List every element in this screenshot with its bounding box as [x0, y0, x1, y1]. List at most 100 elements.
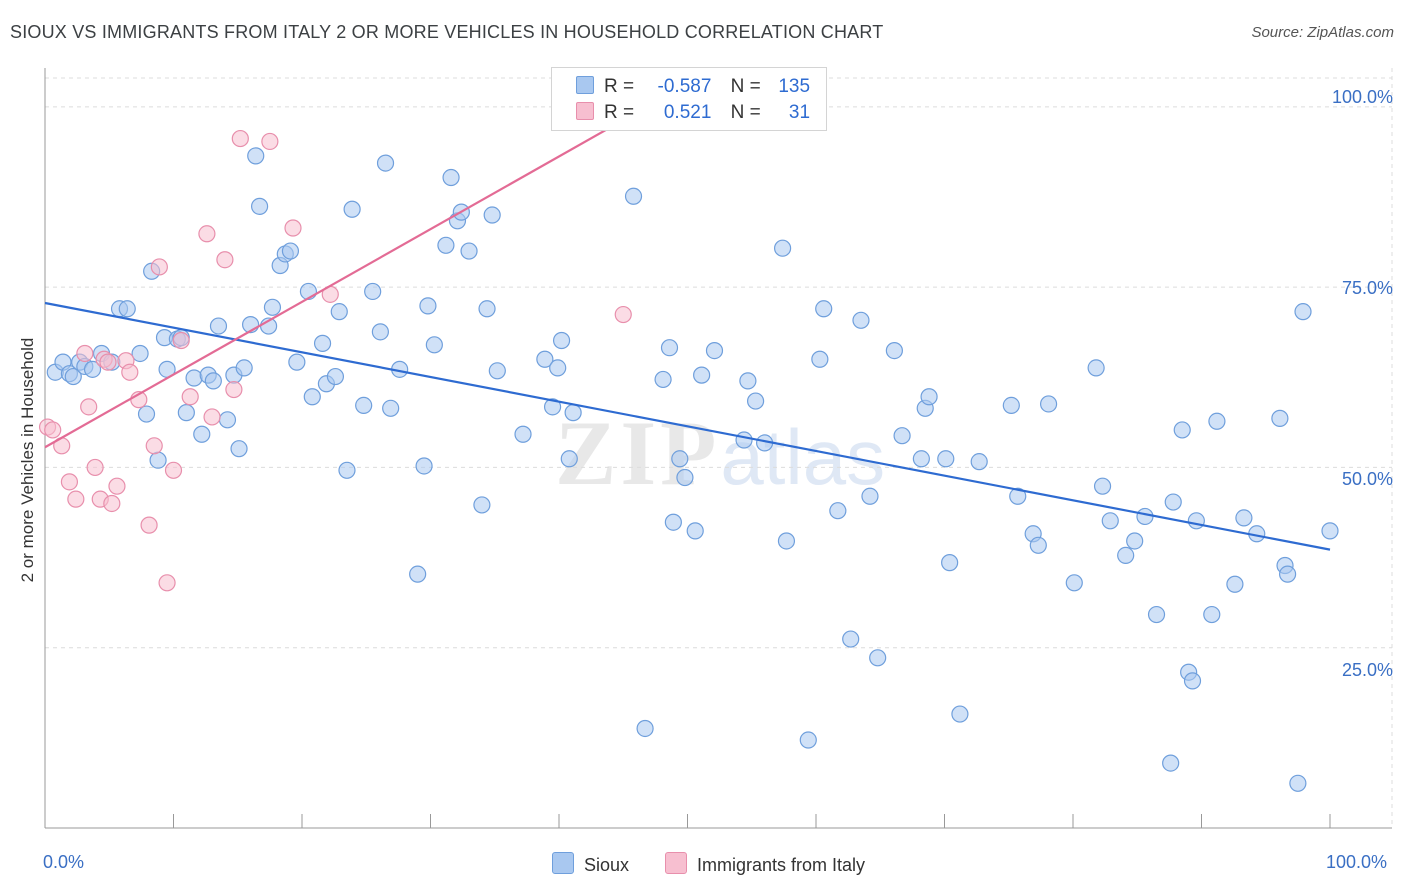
- italy-point: [86, 458, 104, 477]
- sioux-point: [560, 450, 578, 468]
- sioux-point: [1164, 493, 1182, 511]
- italy-point: [158, 574, 176, 592]
- y-axis-label: 2 or more Vehicles in Household: [18, 337, 37, 583]
- sioux-point: [852, 311, 870, 329]
- sioux-point: [1294, 303, 1312, 321]
- watermark-zip: ZIP: [555, 402, 721, 504]
- sioux-point: [861, 487, 879, 505]
- sioux-point: [1162, 754, 1180, 772]
- y-tick-label-75: 75.0%: [1341, 278, 1393, 298]
- stats-legend: R = -0.587 N = 135 R = 0.521 N = 31: [551, 67, 827, 131]
- sioux-point: [185, 369, 203, 387]
- sioux-point: [83, 360, 102, 378]
- sioux-point: [118, 300, 136, 318]
- legend-r-value: 0.521: [663, 102, 712, 123]
- sioux-point: [773, 239, 792, 257]
- sioux-point: [313, 334, 332, 352]
- sioux-point: [415, 457, 433, 475]
- sioux-point: [799, 731, 817, 749]
- sioux-point: [409, 565, 427, 583]
- italy-point: [172, 331, 190, 350]
- sioux-point: [460, 242, 478, 260]
- sioux-point: [437, 236, 455, 254]
- x-tick-label-min: 0.0%: [43, 852, 85, 872]
- sioux-point: [1147, 605, 1166, 624]
- sioux-point: [1009, 487, 1027, 505]
- sioux-point: [64, 367, 82, 386]
- sioux-point: [235, 359, 253, 377]
- italy-point: [164, 461, 183, 479]
- italy-point: [203, 408, 221, 426]
- italy-point: [67, 490, 85, 508]
- sioux-point: [1321, 522, 1339, 540]
- y-tick-label-25: 25.0%: [1341, 660, 1393, 680]
- sioux-point: [131, 344, 149, 363]
- legend-item-italy[interactable]: Immigrants from Italy: [665, 852, 865, 876]
- sioux-point: [209, 317, 228, 335]
- sioux-point: [218, 411, 237, 429]
- sioux-point: [970, 453, 988, 471]
- sioux-point: [1278, 565, 1297, 583]
- sioux-point: [1087, 359, 1105, 377]
- sioux-point: [815, 300, 833, 318]
- sioux-point: [941, 554, 959, 572]
- sioux-point: [1203, 605, 1221, 624]
- watermark-atlas: atlas: [720, 413, 886, 501]
- sioux-point: [442, 168, 460, 187]
- sioux-point: [382, 399, 400, 417]
- sioux-point: [330, 303, 348, 321]
- sioux-point: [1039, 395, 1058, 413]
- italy-point: [99, 353, 117, 371]
- sioux-point: [951, 705, 969, 723]
- sioux-point: [338, 461, 356, 479]
- y-tick-label-100: 100.0%: [1331, 87, 1393, 107]
- chart-title: SIOUX VS IMMIGRANTS FROM ITALY 2 OR MORE…: [10, 22, 884, 42]
- sioux-point: [747, 392, 765, 410]
- sioux-point: [371, 323, 389, 341]
- sioux-point: [705, 341, 724, 360]
- legend-n-label: N =: [730, 102, 761, 123]
- sioux-point: [488, 362, 506, 380]
- sioux-point: [543, 398, 562, 416]
- sioux-point: [777, 532, 796, 550]
- legend-n-value: 31: [788, 102, 811, 123]
- sioux-point: [536, 350, 554, 368]
- sioux-point: [735, 431, 753, 449]
- sioux-point: [937, 450, 955, 468]
- sioux-point: [1289, 774, 1307, 792]
- sioux-point: [250, 197, 269, 215]
- legend-n-label: N =: [730, 76, 761, 97]
- sioux-point: [230, 440, 248, 458]
- italy-point: [216, 251, 234, 269]
- sioux-point: [1173, 421, 1191, 439]
- italy-swatch: [576, 102, 594, 120]
- italy-legend-swatch: [665, 852, 687, 874]
- sioux-point: [1271, 409, 1289, 427]
- sioux-point: [425, 336, 443, 354]
- sioux-point: [473, 496, 491, 514]
- italy-point: [145, 437, 163, 455]
- italy-point: [198, 225, 216, 243]
- sioux-point: [686, 522, 704, 540]
- sioux-point: [1126, 532, 1144, 550]
- sioux-point: [1093, 477, 1112, 495]
- italy-point: [231, 129, 249, 148]
- legend-item-sioux[interactable]: Sioux: [552, 852, 629, 876]
- sioux-point: [483, 206, 501, 224]
- sioux-point: [1136, 507, 1154, 526]
- italy-point: [225, 380, 243, 399]
- sioux-point: [693, 366, 711, 384]
- sioux-point: [549, 359, 567, 377]
- legend-n-value: 135: [778, 76, 811, 97]
- legend-label-sioux: Sioux: [584, 855, 630, 875]
- legend-label-italy: Immigrants from Italy: [697, 855, 866, 875]
- sioux-point: [204, 372, 222, 390]
- y-tick-label-50: 50.0%: [1341, 469, 1393, 489]
- sioux-point: [1226, 575, 1244, 593]
- sioux-point: [885, 341, 903, 360]
- sioux-point: [1117, 546, 1135, 565]
- sioux-point: [893, 427, 911, 445]
- italy-trend-line: [44, 82, 689, 449]
- sioux-point: [636, 719, 654, 738]
- sioux-point: [1002, 396, 1020, 415]
